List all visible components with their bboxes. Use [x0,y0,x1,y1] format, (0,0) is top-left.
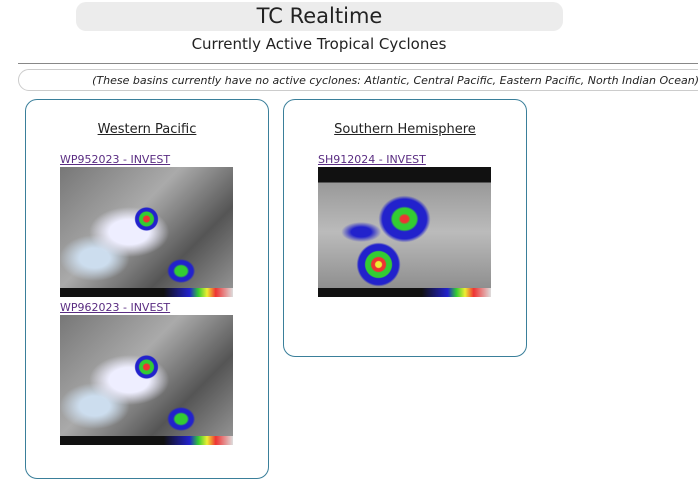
inactive-basins-notice: (These basins currently have no active c… [18,69,698,91]
basin-panel-western-pacific: Western Pacific WP952023 - INVEST WP9620… [25,99,269,479]
basin-title: Southern Hemisphere [334,122,476,137]
divider [18,63,698,64]
page-subtitle: Currently Active Tropical Cyclones [191,35,447,53]
storm-link-wp95[interactable]: WP952023 - INVEST [60,153,171,166]
basin-panel-southern-hemisphere: Southern Hemisphere SH912024 - INVEST [283,99,527,357]
storm-link-wp96[interactable]: WP962023 - INVEST [60,301,171,314]
basin-title: Western Pacific [97,122,197,137]
storm-satellite-image[interactable] [318,167,491,297]
storm-satellite-image[interactable] [60,315,233,445]
storm-link-sh91[interactable]: SH912024 - INVEST [318,153,426,166]
page-title: TC Realtime [76,2,563,31]
storm-satellite-image[interactable] [60,167,233,297]
